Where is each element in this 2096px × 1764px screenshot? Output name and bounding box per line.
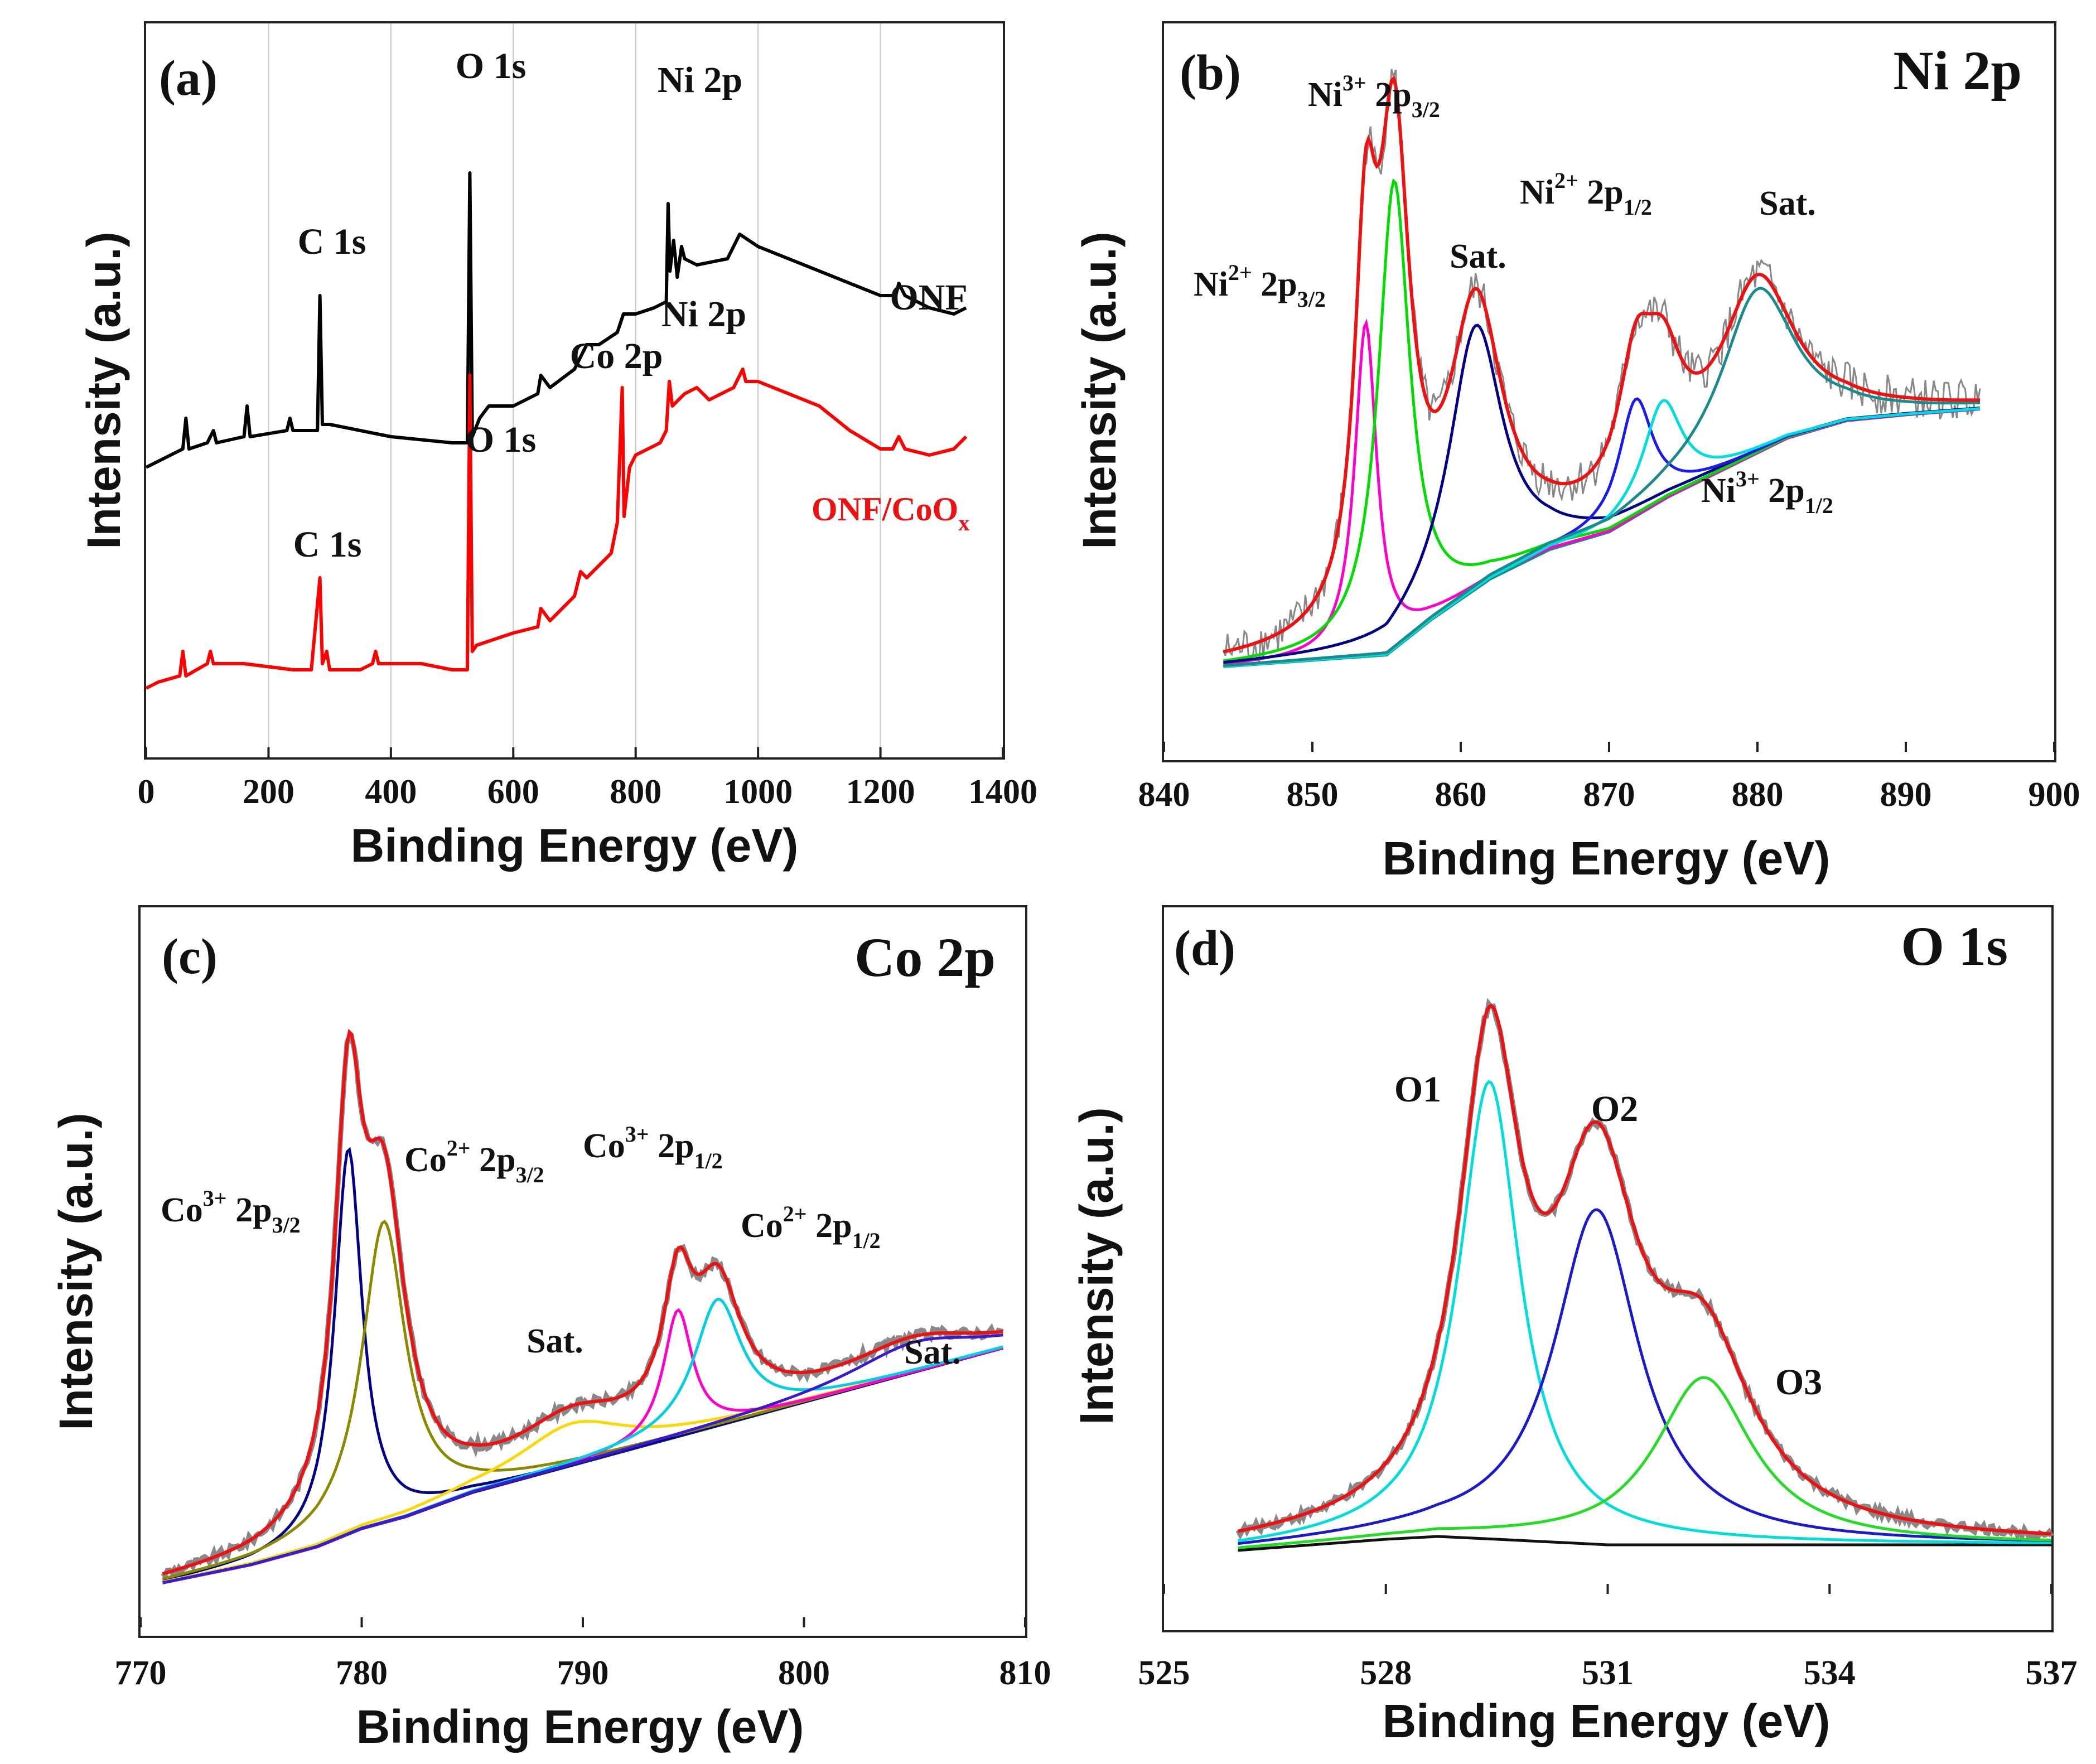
tick-label: 900: [2029, 776, 2080, 814]
tick-label: 1400: [968, 773, 1037, 811]
annotation-b-ni3-2p32: Ni3+ 2p3/2: [1308, 70, 1440, 122]
tick-label: 200: [243, 773, 294, 811]
tick-label: 800: [778, 1654, 830, 1692]
panel-a-xlabel: Binding Energy (eV): [351, 819, 799, 872]
annotation-d-o1: O1: [1394, 1069, 1441, 1110]
annotation-d-o2: O2: [1591, 1089, 1638, 1129]
series-line: [145, 171, 967, 469]
series-line: [145, 368, 968, 690]
panel-b-xlabel: Binding Energy (eV): [1383, 832, 1831, 885]
component-peak: [162, 1333, 1003, 1584]
annotation-b-sat-861: Sat.: [1450, 238, 1506, 276]
panel-a: 0 200 400 600 800 1000 1200 1400 (a) O 1s Ni 2p…: [78, 21, 1037, 872]
tick-label: 525: [1138, 1654, 1190, 1692]
panel-b-frame: [1162, 21, 2056, 762]
tick-label: 880: [1732, 776, 1784, 814]
tick-label: 600: [487, 773, 539, 811]
tick-label: 537: [2026, 1654, 2078, 1692]
tick-label: 840: [1138, 776, 1190, 814]
panel-d-frame: [1162, 905, 2054, 1632]
panel-b: 840 850 860 870 880 890 900 (b) Ni 2p Ni3+ 2p3…: [1073, 21, 2080, 885]
tick-label: 1200: [846, 773, 915, 811]
annotation-a-c1s-cox: C 1s: [293, 524, 362, 565]
tick-label: 531: [1582, 1654, 1634, 1692]
panel-b-ylabel: Intensity (a.u.): [1073, 231, 1126, 549]
tick-label: 870: [1583, 776, 1635, 814]
annotation-a-co2p-cox: Co 2p: [570, 336, 663, 376]
tick-label: 400: [365, 773, 417, 811]
annotation-c-sat-805: Sat.: [904, 1333, 961, 1371]
annotation-a-onf: ONF: [890, 277, 967, 318]
tick-label: 770: [115, 1654, 167, 1692]
tick-label: 850: [1287, 776, 1339, 814]
annotation-b-ni2-2p12: Ni2+ 2p1/2: [1520, 168, 1652, 220]
panel-d-letter: (d): [1174, 921, 1235, 976]
envelope-fit-line: [162, 1028, 1003, 1575]
tick-label: 534: [1804, 1654, 1856, 1692]
panel-b-letter: (b): [1180, 45, 1241, 100]
panel-a-letter: (a): [159, 51, 218, 106]
panel-a-ylabel: Intensity (a.u.): [78, 231, 130, 549]
tick-label: 780: [336, 1654, 388, 1692]
component-peak: [1223, 287, 1981, 667]
annotation-a-onf-coox: ONF/CoOx: [812, 491, 969, 535]
panel-d: 525 528 531 534 537 (d) O 1s O1 O2 O3 Bindin…: [1070, 905, 2078, 1747]
annotation-c-sat-789: Sat.: [527, 1322, 583, 1360]
panel-d-ylabel: Intensity (a.u.): [1070, 1107, 1123, 1424]
tick-label: 810: [999, 1654, 1051, 1692]
annotation-a-ni2p-onf: Ni 2p: [658, 60, 742, 100]
baseline-line: [1238, 1535, 2051, 1552]
panel-c-xlabel: Binding Energy (eV): [356, 1700, 804, 1753]
panel-c-ylabel: Intensity (a.u.): [50, 1113, 102, 1430]
panel-b-title: Ni 2p: [1893, 40, 2022, 102]
tick-label: 528: [1360, 1654, 1412, 1692]
panel-c-frame: [138, 905, 1027, 1638]
annotation-a-o1s-onf: O 1s: [456, 46, 527, 86]
tick-label: 890: [1880, 776, 1932, 814]
component-peak: [1238, 1208, 2051, 1545]
component-peak: [1238, 1080, 2052, 1544]
tick-label: 1000: [723, 773, 793, 811]
annotation-a-o1s-cox: O 1s: [466, 419, 537, 460]
annotation-c-co2-2p12: Co2+ 2p1/2: [741, 1201, 881, 1253]
panel-c: 770 780 790 800 810 (c) Co 2p Co3+ 2p3/2 Co2…: [50, 905, 1051, 1753]
annotation-a-c1s-onf: C 1s: [298, 221, 366, 262]
panel-c-title: Co 2p: [854, 926, 996, 988]
tick-label: 0: [138, 773, 155, 811]
tick-label: 800: [610, 773, 661, 811]
panel-d-xlabel: Binding Energy (eV): [1383, 1695, 1831, 1747]
annotation-b-ni2-2p32: Ni2+ 2p3/2: [1194, 260, 1326, 312]
panel-c-letter: (c): [162, 929, 218, 984]
component-peak: [1238, 1376, 2052, 1549]
annotation-c-co3-2p12: Co3+ 2p1/2: [583, 1122, 723, 1173]
tick-label: 790: [557, 1654, 609, 1692]
annotation-c-co2-2p32: Co2+ 2p3/2: [404, 1135, 544, 1187]
annotation-b-ni3-2p12: Ni3+ 2p1/2: [1701, 466, 1833, 518]
envelope-fit-line: [1238, 1003, 2052, 1536]
annotation-d-o3: O3: [1775, 1362, 1822, 1403]
tick-label: 860: [1435, 776, 1487, 814]
panel-a-frame: [144, 21, 1005, 760]
annotation-b-sat-880: Sat.: [1759, 185, 1816, 223]
annotation-a-ni2p-cox: Ni 2p: [661, 294, 746, 335]
annotation-c-co3-2p32: Co3+ 2p3/2: [161, 1186, 301, 1238]
envelope-fit-line: [1223, 75, 1980, 654]
panel-d-title: O 1s: [1901, 915, 2008, 977]
